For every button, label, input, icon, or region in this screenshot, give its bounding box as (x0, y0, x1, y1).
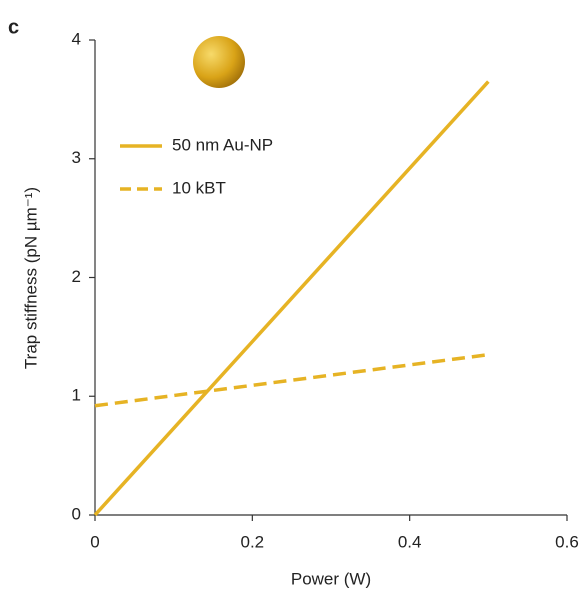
y-tick-label: 2 (72, 267, 81, 286)
series-line (93, 80, 490, 517)
x-axis-label: Power (W) (291, 569, 371, 588)
x-tick-label: 0.2 (241, 532, 265, 551)
x-tick-label: 0.6 (555, 532, 579, 551)
nanoparticle-icon (193, 36, 245, 88)
y-tick-label: 4 (72, 29, 81, 48)
panel-label: c (8, 16, 19, 38)
x-tick-label: 0 (90, 532, 99, 551)
y-tick-label: 3 (72, 148, 81, 167)
series-line (94, 352, 489, 408)
legend-label: 50 nm Au-NP (172, 135, 273, 154)
y-tick-label: 1 (72, 386, 81, 405)
y-axis-label: Trap stiffness (pN µm⁻¹) (21, 187, 40, 369)
legend-label: 10 kBT (172, 178, 226, 197)
y-tick-label: 0 (72, 504, 81, 523)
x-tick-label: 0.4 (398, 532, 422, 551)
